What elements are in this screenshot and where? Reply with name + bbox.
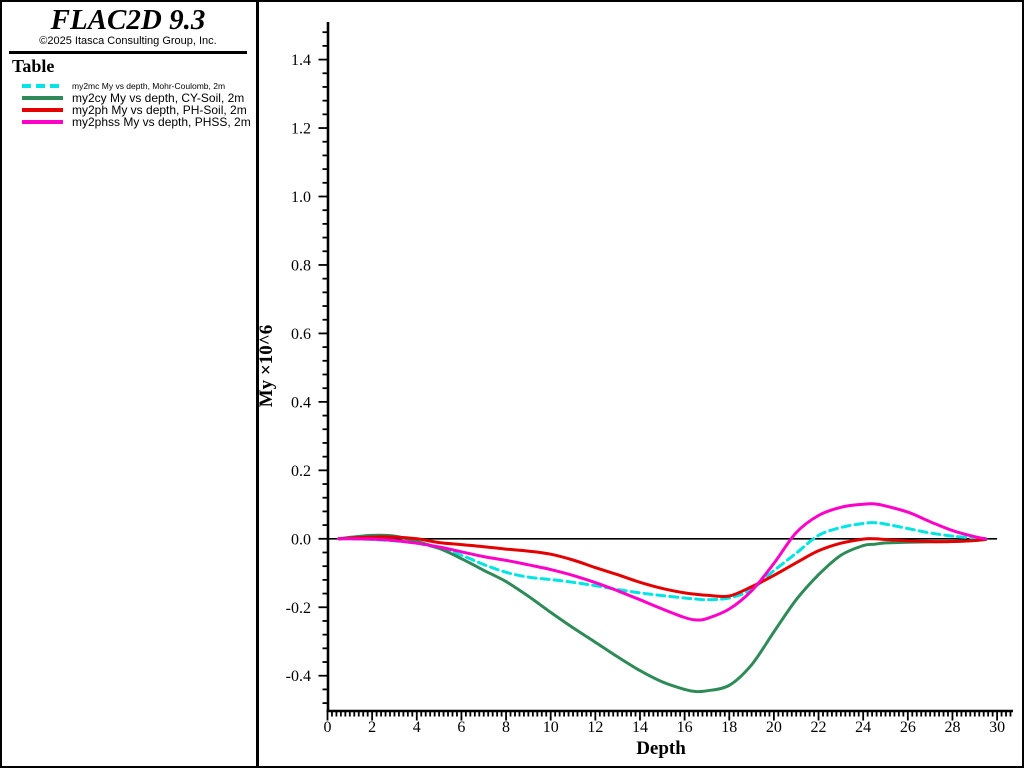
legend-swatch-solid-line-icon xyxy=(22,96,63,100)
legend-label: my2phss My vs depth, PHSS, 2m xyxy=(72,115,251,129)
y-tick-label: -0.2 xyxy=(286,600,311,617)
x-tick-label: 2 xyxy=(368,719,376,736)
x-tick-label: 26 xyxy=(900,719,916,736)
x-tick-label: 24 xyxy=(855,719,871,736)
x-tick-label: 0 xyxy=(324,719,332,736)
x-tick-label: 6 xyxy=(457,719,465,736)
x-tick-label: 22 xyxy=(811,719,827,736)
y-tick-label: 0.2 xyxy=(291,463,311,480)
x-tick-label: 20 xyxy=(766,719,782,736)
legend-item-my2cy: my2cy My vs depth, CY-Soil, 2m xyxy=(22,92,256,104)
legend-label: my2cy My vs depth, CY-Soil, 2m xyxy=(72,91,245,105)
x-tick-label: 12 xyxy=(587,719,603,736)
legend-label: my2mc My vs depth, Mohr-Coulomb, 2m xyxy=(72,81,226,91)
legend-item-my2phss: my2phss My vs depth, PHSS, 2m xyxy=(22,116,256,128)
plot-sidebar: FLAC2D 9.3 ©2025 Itasca Consulting Group… xyxy=(0,0,259,768)
x-tick-label: 18 xyxy=(721,719,737,736)
x-axis-title: Depth xyxy=(636,738,686,759)
legend-item-my2mc: my2mc My vs depth, Mohr-Coulomb, 2m xyxy=(22,80,256,92)
series-curve-my2cy xyxy=(337,533,988,694)
x-tick-label: 28 xyxy=(944,719,960,736)
x-tick-label: 30 xyxy=(989,719,1005,736)
y-tick-label: 1.4 xyxy=(291,52,311,69)
y-tick-label: 0.4 xyxy=(291,394,311,411)
x-tick-label: 14 xyxy=(632,719,648,736)
y-tick-label: -0.4 xyxy=(286,668,311,685)
legend-swatch-solid-line-icon xyxy=(22,108,63,112)
legend-swatch-solid-line-icon xyxy=(22,120,63,124)
app-title: FLAC2D 9.3 xyxy=(50,4,206,36)
series-curve-my2phss xyxy=(337,502,988,622)
x-tick-label: 16 xyxy=(677,719,693,736)
y-tick-label: 1.2 xyxy=(291,121,311,138)
legend-item-my2ph: my2ph My vs depth, PH-Soil, 2m xyxy=(22,104,256,116)
y-tick-label: 1.0 xyxy=(291,189,311,206)
x-tick-label: 10 xyxy=(543,719,559,736)
series-curve-my2ph xyxy=(337,535,988,599)
y-tick-label: 0.8 xyxy=(291,257,311,274)
copyright-text: ©2025 Itasca Consulting Group, Inc. xyxy=(39,35,217,47)
x-tick-label: 4 xyxy=(413,719,421,736)
x-tick-label: 8 xyxy=(502,719,510,736)
y-axis-title: My ×10^6 xyxy=(256,325,277,408)
legend-title: Table xyxy=(12,56,55,76)
y-tick-label: 0.6 xyxy=(291,326,311,343)
legend-swatch-dashed-line-icon xyxy=(22,84,63,88)
sidebar-divider xyxy=(9,51,247,54)
y-tick-label: 0.0 xyxy=(291,531,311,548)
legend-label: my2ph My vs depth, PH-Soil, 2m xyxy=(72,103,247,117)
